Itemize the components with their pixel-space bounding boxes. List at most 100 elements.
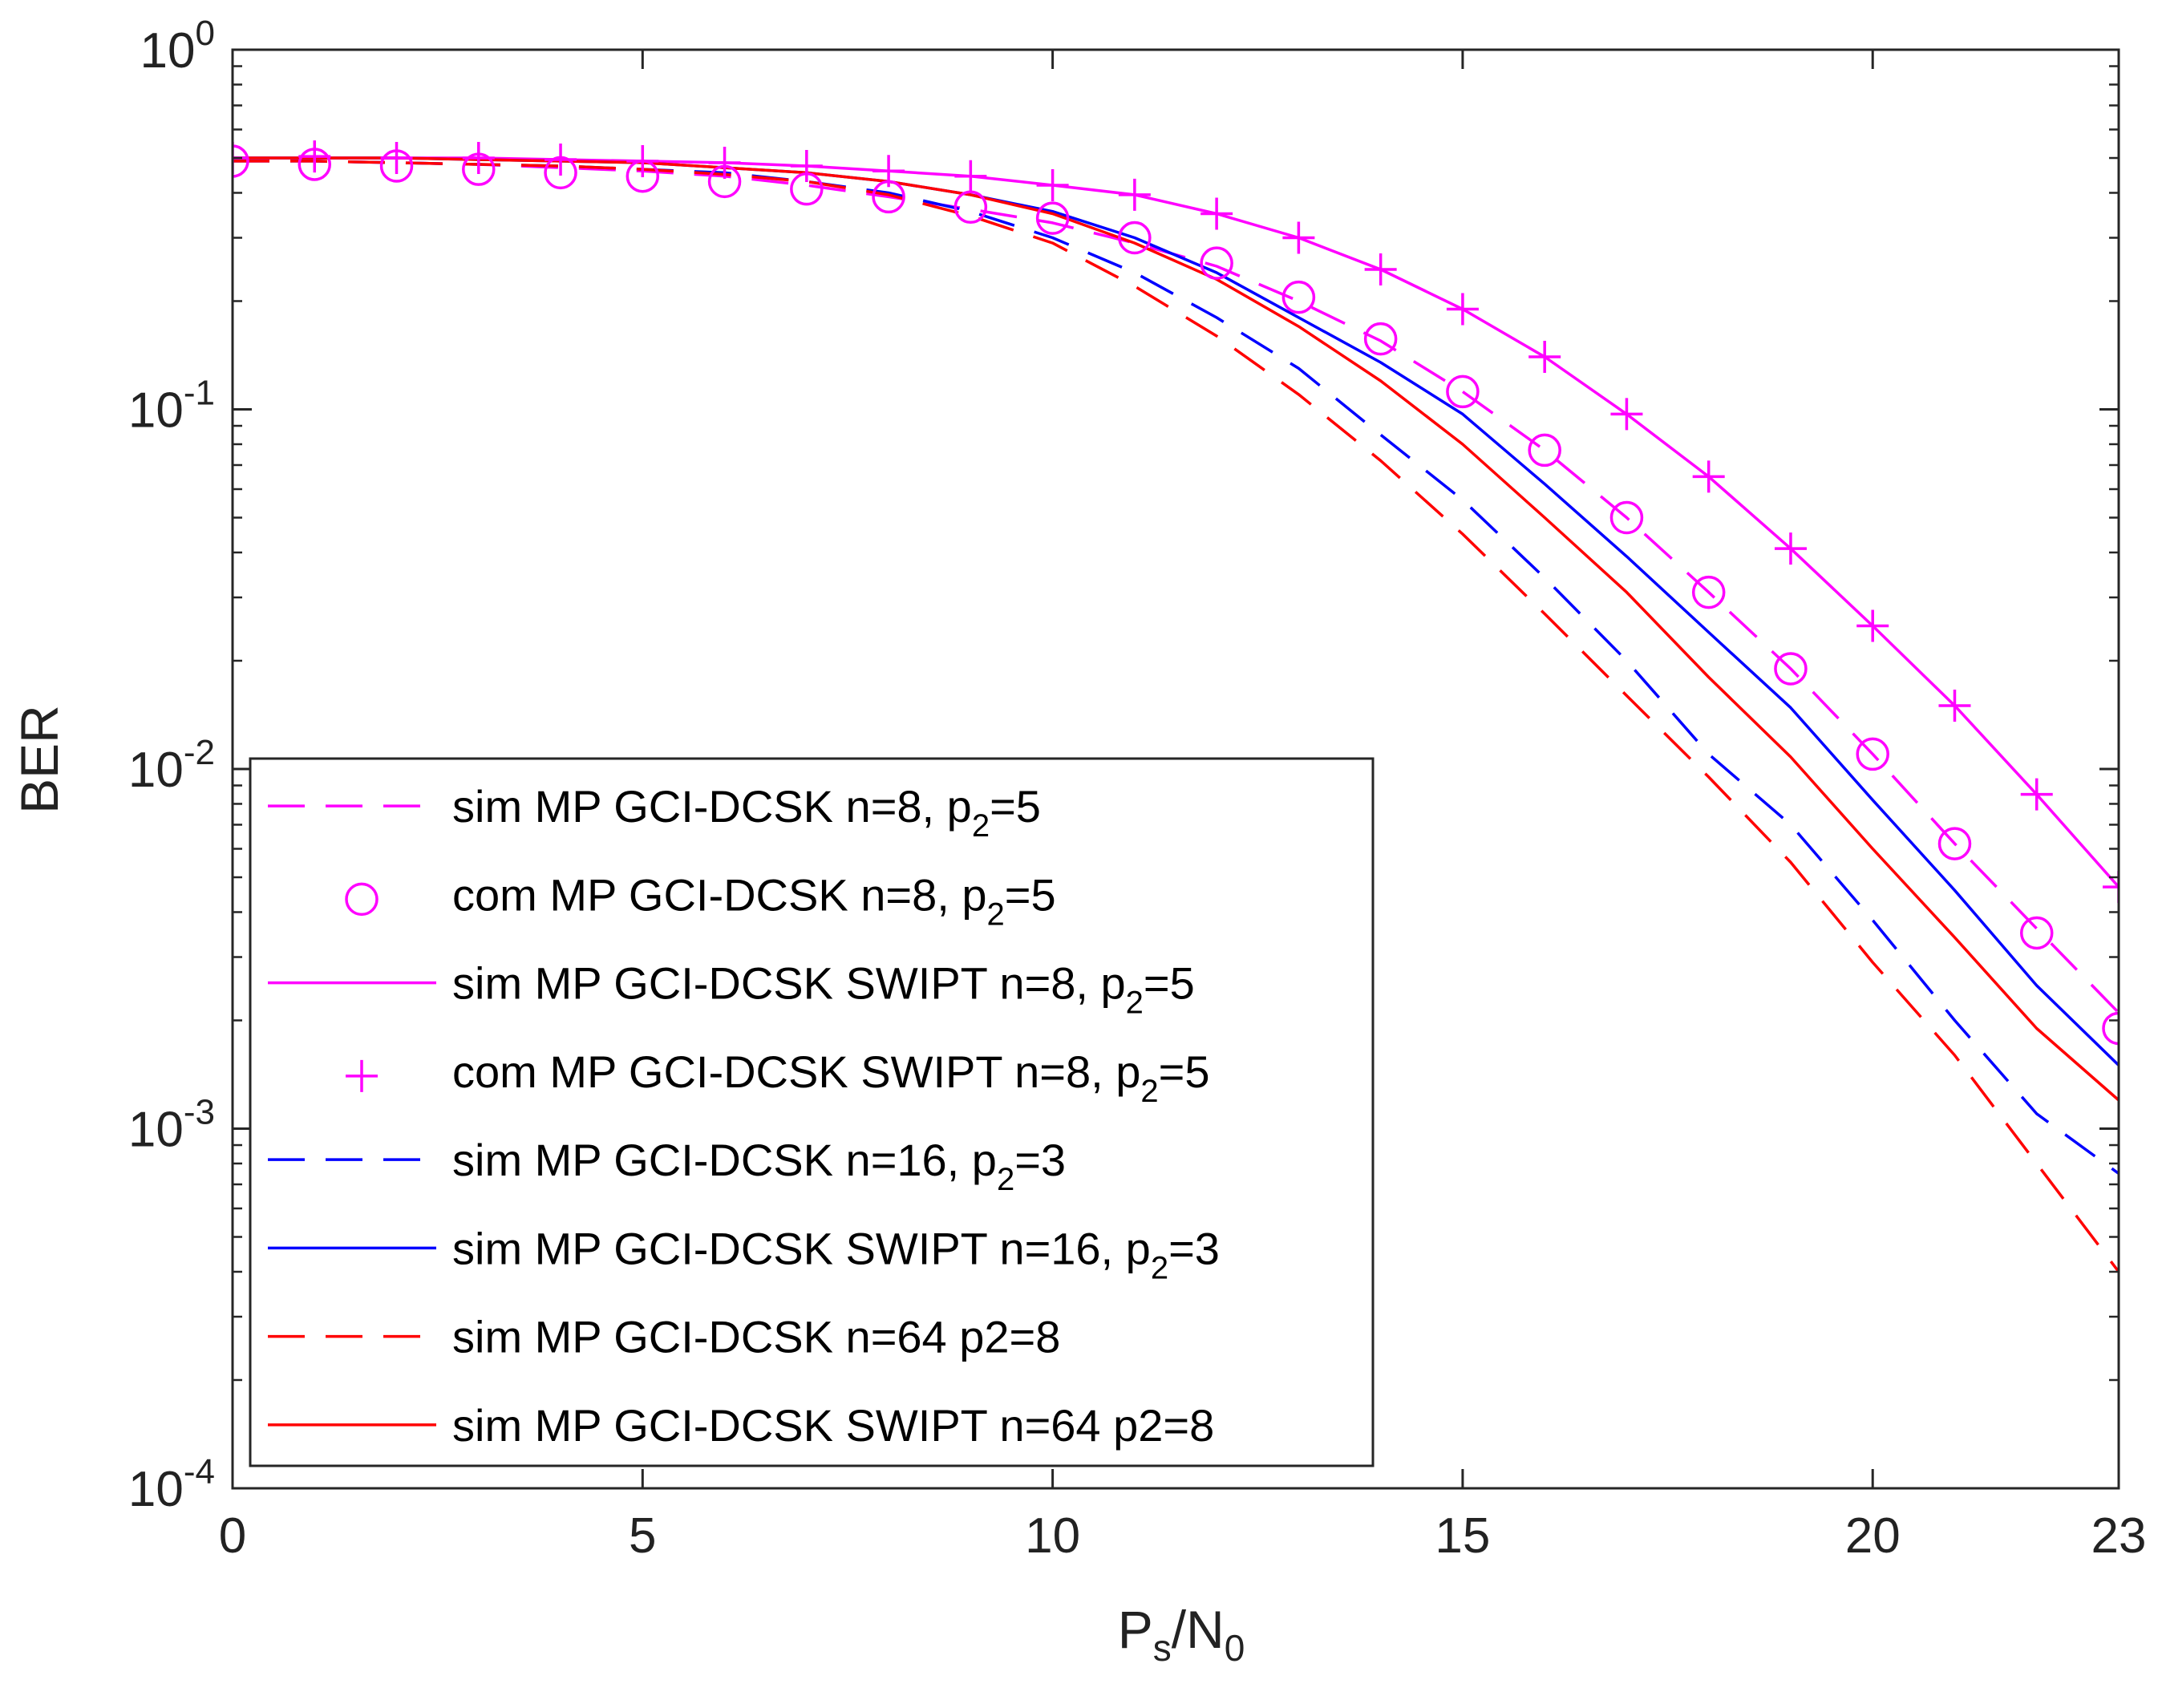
- series-2-point-15: [1363, 322, 1398, 356]
- series-4-point-12: [1118, 178, 1151, 211]
- series-4-point-24: [2103, 871, 2119, 904]
- y-tick-label-exponent: 0: [196, 14, 215, 53]
- x-axis-label-main: P: [1118, 1600, 1153, 1659]
- series-2-point-17: [1528, 433, 1561, 467]
- legend-label-text: com MP GCI-DCSK SWIPT n=8, p: [452, 1046, 1140, 1097]
- series-4-point-19: [1692, 460, 1725, 493]
- legend-label-tail: =5: [1005, 869, 1056, 920]
- series-4-point-20: [1774, 532, 1807, 565]
- y-tick-label-3: 10-2: [128, 733, 215, 798]
- y-tick-label-base: 10: [128, 1462, 184, 1517]
- series-4-point-15: [1364, 253, 1397, 285]
- plot-area: [233, 140, 2119, 1273]
- legend-label-subscript: 2: [1151, 1250, 1168, 1285]
- y-tick-label-exponent: -4: [184, 1452, 215, 1491]
- series-4-point-10: [954, 160, 987, 192]
- legend-label-1: sim MP GCI-DCSK n=8, p2=5: [452, 781, 1041, 844]
- y-tick-label-base: 10: [128, 743, 184, 798]
- legend-label-tail: =3: [1168, 1223, 1220, 1273]
- y-tick-label-base: 10: [128, 383, 184, 439]
- series-2-point-14: [1281, 280, 1316, 314]
- legend-label-tail: =5: [1144, 958, 1195, 1009]
- legend-box: [249, 757, 1375, 1467]
- y-axis-label: BER: [10, 705, 69, 814]
- legend-label-text: sim MP GCI-DCSK n=64 p2=8: [452, 1312, 1060, 1362]
- y-tick-label-1: 100: [140, 14, 215, 79]
- series-2-point-11: [1035, 201, 1070, 235]
- x-axis-label-sub2: 0: [1225, 1627, 1245, 1669]
- series-4-point-23: [2020, 778, 2053, 811]
- legend-label-text: sim MP GCI-DCSK n=16, p: [452, 1135, 997, 1185]
- legend-label-5: sim MP GCI-DCSK n=16, p2=3: [452, 1135, 1066, 1197]
- series-4-point-21: [1856, 609, 1889, 642]
- x-tick-label-5: 20: [1845, 1508, 1901, 1564]
- x-tick-label-2: 5: [629, 1508, 656, 1564]
- x-axis-label-sub1: s: [1153, 1627, 1172, 1669]
- series-4-point-9: [873, 155, 905, 188]
- series-4-point-7: [708, 146, 741, 179]
- legend-marker-2: [345, 882, 379, 917]
- legend-label-7: sim MP GCI-DCSK n=64 p2=8: [452, 1312, 1060, 1362]
- series-2-point-22: [1937, 827, 1972, 860]
- series-2-point-24: [2102, 1011, 2119, 1046]
- legend-label-subscript: 2: [972, 808, 990, 844]
- legend-label-subscript: 2: [1140, 1074, 1158, 1109]
- y-tick-label-4: 10-3: [128, 1093, 215, 1158]
- y-tick-label-base: 10: [128, 1103, 184, 1158]
- legend-marker-4: [346, 1059, 378, 1092]
- series-4-point-6: [626, 144, 659, 177]
- series-4-point-18: [1610, 398, 1643, 431]
- series-4-point-3: [380, 142, 413, 175]
- legend-label-text: sim MP GCI-DCSK SWIPT n=16, p: [452, 1223, 1151, 1273]
- series-2-point-18: [1609, 500, 1644, 535]
- legend-label-subscript: 2: [1126, 986, 1144, 1021]
- series-4-point-13: [1200, 197, 1233, 230]
- x-tick-label-3: 10: [1025, 1508, 1080, 1564]
- series-4-point-14: [1282, 221, 1315, 254]
- series-4-point-11: [1036, 168, 1069, 201]
- series-4-point-2: [298, 140, 331, 173]
- legend-label-2: com MP GCI-DCSK n=8, p2=5: [452, 869, 1056, 932]
- series-2-point-23: [2019, 916, 2054, 950]
- legend-label-subscript: 2: [997, 1162, 1014, 1197]
- legend-label-text: com MP GCI-DCSK n=8, p: [452, 869, 987, 920]
- x-tick-label-6: 23: [2091, 1508, 2147, 1564]
- y-tick-label-exponent: -2: [184, 733, 215, 772]
- legend-label-tail: =5: [1159, 1046, 1210, 1097]
- legend-label-4: com MP GCI-DCSK SWIPT n=8, p2=5: [452, 1046, 1209, 1109]
- series-2-point-13: [1200, 246, 1233, 280]
- x-axis-label-mid: /N: [1172, 1600, 1225, 1659]
- x-axis-label: Ps/N0: [1118, 1600, 1245, 1669]
- y-tick-label-5: 10-4: [128, 1452, 215, 1517]
- series-4-point-1: [233, 142, 249, 175]
- y-tick-label-exponent: -3: [184, 1093, 215, 1132]
- series-2-point-1: [233, 144, 249, 178]
- legend-label-3: sim MP GCI-DCSK SWIPT n=8, p2=5: [452, 958, 1195, 1021]
- legend-label-6: sim MP GCI-DCSK SWIPT n=16, p2=3: [452, 1223, 1220, 1285]
- series-4-point-17: [1528, 340, 1561, 373]
- legend-label-text: sim MP GCI-DCSK SWIPT n=64 p2=8: [452, 1400, 1214, 1451]
- x-tick-label-1: 0: [219, 1508, 246, 1564]
- legend-label-8: sim MP GCI-DCSK SWIPT n=64 p2=8: [452, 1400, 1214, 1451]
- legend-label-tail: =3: [1014, 1135, 1066, 1185]
- legend-label-subscript: 2: [987, 896, 1005, 932]
- legend-label-text: sim MP GCI-DCSK SWIPT n=8, p: [452, 958, 1126, 1009]
- series-2-point-20: [1774, 652, 1808, 686]
- legend-label-text: sim MP GCI-DCSK n=8, p: [452, 781, 972, 832]
- series-4-point-5: [545, 143, 577, 176]
- series-2-point-19: [1691, 575, 1726, 609]
- y-tick-label-exponent: -1: [184, 374, 215, 413]
- series-4-point-4: [462, 142, 495, 175]
- series-4-point-22: [1938, 690, 1971, 722]
- series-2-point-16: [1446, 374, 1480, 409]
- x-tick-label-4: 15: [1435, 1508, 1490, 1564]
- series-2-point-12: [1118, 221, 1152, 255]
- series-4-point-8: [790, 150, 823, 183]
- series-2-point-21: [1856, 737, 1889, 771]
- y-tick-label-base: 10: [140, 23, 196, 79]
- series-4-point-16: [1446, 293, 1479, 326]
- legend-label-tail: =5: [990, 781, 1041, 832]
